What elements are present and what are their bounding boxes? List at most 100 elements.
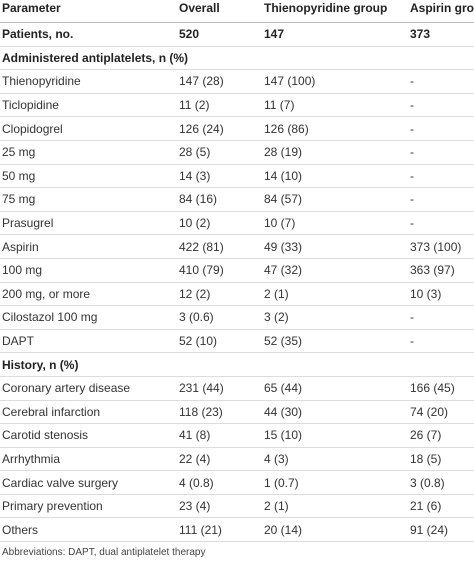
- table-cell: 26 (7): [408, 423, 474, 448]
- table-cell: 4 (0.8): [177, 470, 262, 495]
- table-cell: 4 (3): [262, 447, 408, 472]
- table-cell: 21 (6): [408, 494, 474, 519]
- table-row: 200 mg, or more 12 (2) 2 (1) 10 (3): [0, 282, 474, 307]
- header-cell: Overall: [177, 0, 262, 23]
- table-cell: 147 (100): [262, 69, 408, 94]
- table-cell: 12 (2): [177, 282, 262, 307]
- table-row: Others 111 (21) 20 (14) 91 (24): [0, 517, 474, 543]
- table-cell: DAPT: [0, 329, 177, 354]
- table-cell: 52 (35): [262, 329, 408, 354]
- footnote: Abbreviations: DAPT, dual antiplatelet t…: [2, 547, 206, 559]
- table-cell: History, n (%): [0, 352, 474, 377]
- table-row: Patients, no. 520 147 373: [0, 22, 474, 47]
- table-cell: 422 (81): [177, 234, 262, 259]
- header-cell: Parameter: [0, 0, 177, 23]
- section-row: History, n (%): [0, 352, 474, 377]
- table-cell: 75 mg: [0, 187, 177, 212]
- table-cell: Patients, no.: [0, 22, 177, 47]
- table-cell: -: [408, 305, 474, 330]
- table-cell: Cerebral infarction: [0, 400, 177, 425]
- table-cell: 100 mg: [0, 258, 177, 283]
- table-row: 50 mg 14 (3) 14 (10) -: [0, 164, 474, 189]
- table-row: 25 mg 28 (5) 28 (19) -: [0, 140, 474, 165]
- table-cell: Cardiac valve surgery: [0, 470, 177, 495]
- table-cell: -: [408, 116, 474, 141]
- table-cell: -: [408, 187, 474, 212]
- header-cell: Thienopyridine group: [262, 0, 408, 23]
- section-row: Administered antiplatelets, n (%): [0, 46, 474, 71]
- table-cell: 22 (4): [177, 447, 262, 472]
- table-cell: 2 (1): [262, 282, 408, 307]
- table-cell: 11 (7): [262, 93, 408, 118]
- table-cell: Others: [0, 517, 177, 543]
- table-cell: 25 mg: [0, 140, 177, 165]
- table-row: 100 mg 410 (79) 47 (32) 363 (97): [0, 258, 474, 283]
- table-row: Thienopyridine 147 (28) 147 (100) -: [0, 69, 474, 94]
- table-row: Cerebral infarction 118 (23) 44 (30) 74 (20…: [0, 400, 474, 425]
- table-row: 75 mg 84 (16) 84 (57) -: [0, 187, 474, 212]
- table-cell: -: [408, 164, 474, 189]
- table-row: DAPT 52 (10) 52 (35) -: [0, 329, 474, 354]
- table-cell: 50 mg: [0, 164, 177, 189]
- table-cell: -: [408, 329, 474, 354]
- table-cell: 84 (57): [262, 187, 408, 212]
- data-table: Parameter Overall Thienopyridine group Aspi…: [0, 0, 474, 543]
- header-cell: Aspirin group: [408, 0, 474, 23]
- table-cell: Administered antiplatelets, n (%): [0, 46, 474, 71]
- table-cell: 10 (7): [262, 211, 408, 236]
- table-cell: Aspirin: [0, 234, 177, 259]
- table-cell: -: [408, 93, 474, 118]
- table-cell: Carotid stenosis: [0, 423, 177, 448]
- table-cell: 118 (23): [177, 400, 262, 425]
- table-cell: 2 (1): [262, 494, 408, 519]
- table-cell: Thienopyridine: [0, 69, 177, 94]
- table-cell: 15 (10): [262, 423, 408, 448]
- table-cell: 10 (2): [177, 211, 262, 236]
- table-cell: 20 (14): [262, 517, 408, 543]
- header-row: Parameter Overall Thienopyridine group Aspi…: [0, 0, 474, 23]
- table-cell: 28 (19): [262, 140, 408, 165]
- table-cell: 28 (5): [177, 140, 262, 165]
- table-cell: 41 (8): [177, 423, 262, 448]
- table-cell: -: [408, 69, 474, 94]
- table-cell: Coronary artery disease: [0, 376, 177, 401]
- table-cell: 10 (3): [408, 282, 474, 307]
- table-cell: 3 (0.8): [408, 470, 474, 495]
- table-row: Prasugrel 10 (2) 10 (7) -: [0, 211, 474, 236]
- table-cell: 231 (44): [177, 376, 262, 401]
- table-row: Ticlopidine 11 (2) 11 (7) -: [0, 93, 474, 118]
- table-row: Coronary artery disease 231 (44) 65 (44) 16…: [0, 376, 474, 401]
- table-row: Arrhythmia 22 (4) 4 (3) 18 (5): [0, 447, 474, 472]
- table-row: Aspirin 422 (81) 49 (33) 373 (100): [0, 234, 474, 259]
- table-cell: 91 (24): [408, 517, 474, 543]
- table-cell: 373: [408, 22, 474, 47]
- table-cell: 147: [262, 22, 408, 47]
- table-cell: 14 (10): [262, 164, 408, 189]
- table-cell: Clopidogrel: [0, 116, 177, 141]
- table-cell: 1 (0.7): [262, 470, 408, 495]
- table-cell: 3 (0.6): [177, 305, 262, 330]
- table-cell: 44 (30): [262, 400, 408, 425]
- table-cell: 147 (28): [177, 69, 262, 94]
- table-cell: 166 (45): [408, 376, 474, 401]
- table-cell: 14 (3): [177, 164, 262, 189]
- table-cell: Ticlopidine: [0, 93, 177, 118]
- table-cell: 111 (21): [177, 517, 262, 543]
- table-cell: 520: [177, 22, 262, 47]
- table-body: Patients, no. 520 147 373 Administered antip…: [0, 22, 474, 543]
- table-row: Primary prevention 23 (4) 2 (1) 21 (6): [0, 494, 474, 519]
- table-cell: 49 (33): [262, 234, 408, 259]
- table-cell: 84 (16): [177, 187, 262, 212]
- table-row: Cardiac valve surgery 4 (0.8) 1 (0.7) 3 (0.…: [0, 470, 474, 495]
- table-cell: 47 (32): [262, 258, 408, 283]
- table-cell: 3 (2): [262, 305, 408, 330]
- table-row: Cilostazol 100 mg 3 (0.6) 3 (2) -: [0, 305, 474, 330]
- table-cell: 410 (79): [177, 258, 262, 283]
- table-cell: Primary prevention: [0, 494, 177, 519]
- table-cell: 23 (4): [177, 494, 262, 519]
- table-cell: -: [408, 211, 474, 236]
- table-cell: 363 (97): [408, 258, 474, 283]
- table-cell: 65 (44): [262, 376, 408, 401]
- table-cell: 11 (2): [177, 93, 262, 118]
